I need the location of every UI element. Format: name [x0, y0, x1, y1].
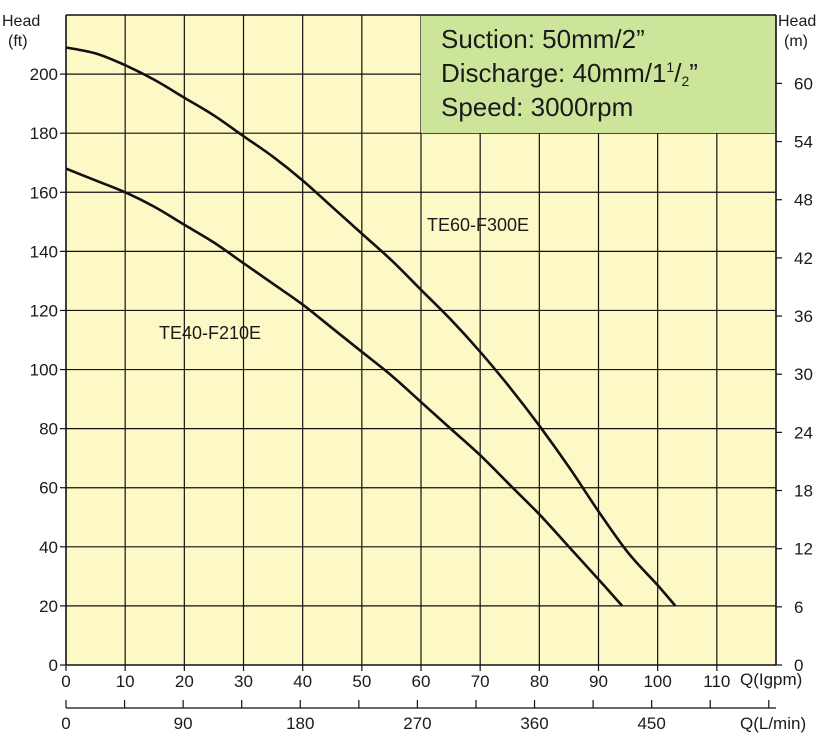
x-tick-label: 70: [471, 672, 490, 691]
axis-title-line: (m): [784, 33, 808, 50]
x-tick-label: 80: [530, 672, 549, 691]
x-tick-label: 110: [703, 672, 730, 691]
y-tick-label-right: 12: [794, 540, 813, 559]
y-tick-label-right: 36: [794, 307, 813, 326]
y-tick-label-right: 54: [794, 133, 813, 152]
y-tick-label-right: 30: [794, 365, 813, 384]
x-tick-label: 60: [412, 672, 431, 691]
spec-speed: Speed: 3000rpm: [441, 92, 633, 122]
y-tick-label-left: 0: [49, 656, 58, 675]
axis-title-line: Head: [778, 13, 816, 30]
x2-tick-label: 180: [286, 714, 314, 733]
y-axis-right-title: Head (m): [778, 13, 816, 50]
x2-tick-label: 90: [174, 714, 193, 733]
curve-label-te60: TE60-F300E: [427, 215, 529, 235]
x2-tick-label: 0: [61, 714, 70, 733]
y-tick-label-left: 140: [30, 242, 58, 261]
spec-suction: Suction: 50mm/2”: [441, 24, 645, 54]
x-axis-title: Q(Igpm): [740, 670, 802, 689]
x2-axis-title: Q(L/min): [740, 714, 806, 733]
axis-title-line: (ft): [8, 33, 28, 50]
x2-tick-label: 360: [520, 714, 548, 733]
x2-tick-label: 270: [403, 714, 431, 733]
spec-discharge-numerator: 1: [666, 59, 674, 75]
y-tick-label-right: 0: [794, 656, 803, 675]
y-tick-label-left: 200: [30, 65, 58, 84]
spec-discharge-slash: /: [674, 58, 682, 88]
axes: 0204060801001201401601802000612182430364…: [30, 14, 813, 733]
y-tick-label-right: 48: [794, 191, 813, 210]
x-tick-label: 40: [293, 672, 312, 691]
x-tick-label: 30: [234, 672, 253, 691]
curves: [65, 46, 677, 607]
y-tick-label-left: 20: [39, 597, 58, 616]
y-tick-label-right: 24: [794, 423, 813, 442]
y-tick-label-right: 18: [794, 482, 813, 501]
y-tick-label-right: 6: [794, 598, 803, 617]
spec-discharge: Discharge: 40mm/11/2”: [441, 58, 698, 89]
spec-box: [421, 15, 776, 133]
y-tick-label-left: 60: [39, 479, 58, 498]
spec-discharge-end: ”: [689, 58, 698, 88]
y-axis-left-title: Head (ft): [2, 13, 40, 50]
y-tick-label-right: 60: [794, 74, 813, 93]
y-tick-label-left: 40: [39, 538, 58, 557]
x-tick-label: 10: [116, 672, 135, 691]
y-tick-label-right: 42: [794, 249, 813, 268]
curve-te40-f210e: [65, 167, 624, 607]
y-tick-label-left: 160: [30, 183, 58, 202]
x-tick-label: 0: [61, 672, 70, 691]
x-tick-label: 50: [352, 672, 371, 691]
spec-discharge-denominator: 2: [681, 73, 689, 89]
curve-label-te40: TE40-F210E: [159, 323, 261, 343]
curve-te60-f300e: [65, 46, 677, 607]
axis-title-line: Head: [2, 13, 40, 30]
x-tick-label: 100: [643, 672, 671, 691]
x2-tick-label: 450: [637, 714, 665, 733]
x-tick-label: 90: [589, 672, 608, 691]
x-tick-label: 20: [175, 672, 194, 691]
y-tick-label-left: 180: [30, 124, 58, 143]
y-tick-label-left: 80: [39, 420, 58, 439]
y-tick-label-left: 120: [30, 301, 58, 320]
y-tick-label-left: 100: [30, 361, 58, 380]
spec-discharge-main: Discharge: 40mm/1: [441, 58, 666, 88]
